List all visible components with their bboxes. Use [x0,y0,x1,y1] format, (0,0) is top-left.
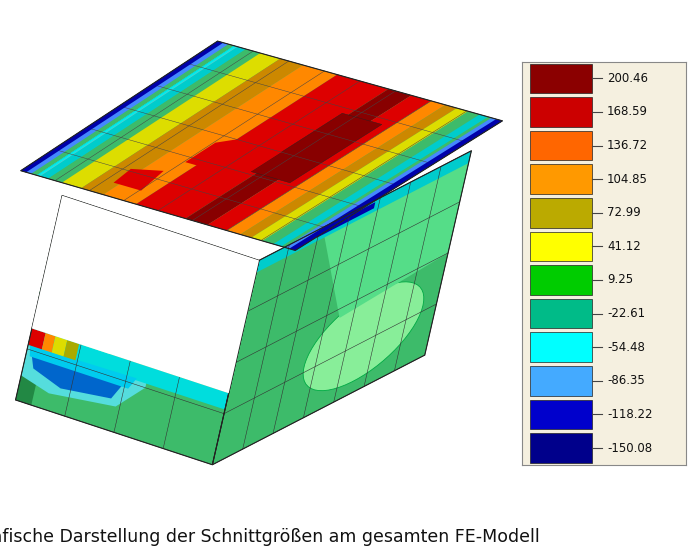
Text: -54.48: -54.48 [607,340,645,354]
Bar [530,400,592,429]
Polygon shape [38,243,129,369]
Polygon shape [21,41,503,250]
Polygon shape [37,46,246,179]
Bar [530,64,592,93]
Bar [530,131,592,160]
Polygon shape [240,105,457,237]
Text: -86.35: -86.35 [607,374,645,388]
Polygon shape [281,117,503,250]
Text: -150.08: -150.08 [607,441,652,455]
Polygon shape [36,46,235,175]
Polygon shape [186,89,412,225]
Polygon shape [303,282,424,391]
Polygon shape [323,151,471,318]
Text: 72.99: 72.99 [607,206,640,220]
Polygon shape [31,350,125,399]
Text: 168.59: 168.59 [607,105,648,119]
Text: Grafische Darstellung der Schnittgrößen am gesamten FE-Modell: Grafische Darstellung der Schnittgrößen … [0,528,540,546]
Polygon shape [262,111,480,244]
Bar [530,265,592,295]
Polygon shape [212,151,471,465]
Text: -118.22: -118.22 [607,408,652,421]
Polygon shape [21,41,228,174]
Polygon shape [207,95,431,231]
Polygon shape [289,119,503,250]
Polygon shape [32,195,259,393]
Polygon shape [113,169,164,190]
Polygon shape [64,340,79,360]
Polygon shape [227,101,445,235]
Polygon shape [28,328,46,349]
Polygon shape [29,346,137,389]
Bar [530,299,592,328]
Bar [530,366,592,395]
Polygon shape [256,151,471,273]
Bar [530,232,592,261]
Polygon shape [251,113,382,183]
Polygon shape [21,339,148,407]
Text: 136.72: 136.72 [607,139,648,152]
Polygon shape [15,195,78,405]
Polygon shape [52,336,67,357]
Bar [530,198,592,227]
Polygon shape [136,74,388,218]
Text: 200.46: 200.46 [607,72,648,85]
Text: 41.12: 41.12 [607,240,640,253]
Polygon shape [273,114,488,246]
Polygon shape [81,59,303,195]
Polygon shape [251,108,468,241]
Polygon shape [36,46,237,176]
Polygon shape [285,118,503,250]
Polygon shape [15,195,259,465]
Bar [530,433,592,463]
Polygon shape [28,328,229,409]
Polygon shape [103,65,337,204]
Bar [530,333,592,362]
Bar [530,165,592,194]
Polygon shape [316,202,375,238]
Text: 9.25: 9.25 [607,273,634,287]
Polygon shape [42,333,55,353]
Polygon shape [21,41,235,175]
Polygon shape [21,41,223,172]
Polygon shape [62,53,280,188]
Polygon shape [186,131,281,178]
Text: 104.85: 104.85 [607,172,648,186]
Polygon shape [36,46,237,176]
Text: -22.61: -22.61 [607,307,645,320]
Bar [530,97,592,127]
Polygon shape [48,49,260,183]
